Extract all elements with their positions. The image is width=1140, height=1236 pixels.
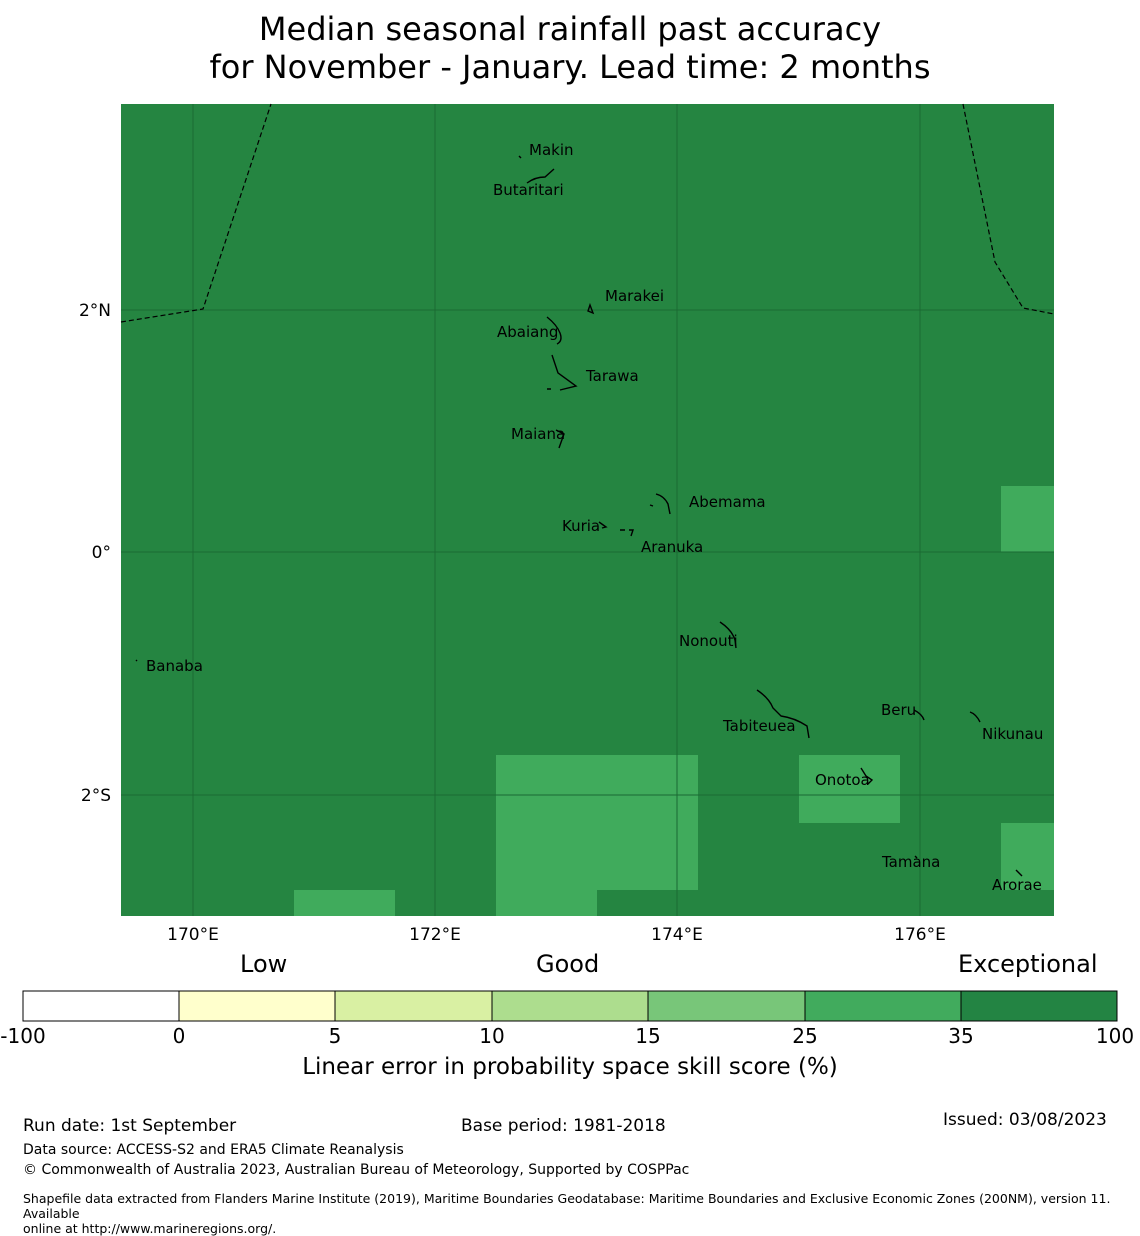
island-shape-tamana	[914, 855, 918, 859]
skill-cell	[294, 890, 395, 916]
colorbar-tick: 10	[479, 1024, 505, 1048]
island-label-tarawa: Tarawa	[585, 367, 639, 385]
colorbar-tick: 0	[172, 1024, 186, 1048]
island-shape-tarawa	[547, 354, 578, 391]
colorbar-segment	[491, 990, 649, 1022]
skill-cell	[496, 889, 597, 916]
island-shape-butaritari	[526, 168, 555, 184]
map-frame: Makin Butaritari Marakei Abaiang Tarawa …	[120, 103, 1055, 916]
island-shape-beru	[913, 709, 925, 721]
map-title: Median seasonal rainfall past accuracy f…	[0, 10, 1140, 86]
eez-boundaries	[120, 103, 1055, 323]
skill-cell	[496, 755, 698, 890]
island-label-tabiteuea: Tabiteuea	[722, 717, 796, 735]
colorbar-segment	[804, 990, 962, 1022]
island-label-tamana: Tamana	[881, 853, 940, 871]
island-label-banaba: Banaba	[146, 657, 203, 675]
shapefile-credit-line-2: online at http://www.marineregions.org/.	[23, 1221, 277, 1236]
skill-cell	[799, 755, 900, 823]
island-label-abaiang: Abaiang	[497, 323, 558, 341]
shapefile-credit-line-1: Shapefile data extracted from Flanders M…	[23, 1191, 1111, 1221]
base-period: Base period: 1981-2018	[461, 1116, 666, 1136]
category-low: Low	[240, 950, 288, 978]
lon-tick-176e: 176°E	[894, 925, 946, 945]
island-label-onotoa: Onotoa	[815, 771, 870, 789]
island-label-marakei: Marakei	[605, 287, 664, 305]
eez-boundary-east	[962, 103, 1055, 315]
lon-tick-labels: 170°E 172°E 174°E 176°E	[167, 925, 946, 945]
copyright: © Commonwealth of Australia 2023, Austra…	[23, 1162, 690, 1178]
island-outlines	[135, 155, 1023, 877]
colorbar-segment	[22, 990, 180, 1022]
island-shape-aranuka	[620, 529, 634, 537]
lat-tick-2n: 2°N	[79, 301, 111, 321]
title-line-1: Median seasonal rainfall past accuracy	[258, 10, 882, 48]
island-shape-abemama	[649, 493, 671, 515]
colorbar-segment	[960, 990, 1118, 1022]
category-exceptional: Exceptional	[958, 950, 1098, 978]
island-shape-abaiang	[546, 316, 562, 345]
colorbar-segment	[334, 990, 493, 1022]
island-shape-nonouti	[719, 621, 737, 649]
island-label-beru: Beru	[881, 701, 916, 719]
skill-cell	[1001, 823, 1054, 890]
island-label-makin: Makin	[529, 141, 574, 159]
issued-date: Issued: 03/08/2023	[943, 1110, 1107, 1130]
lat-tick-0: 0°	[92, 543, 111, 563]
colorbar-tick: 5	[328, 1024, 342, 1048]
island-label-abemama: Abemama	[689, 493, 766, 511]
data-source: Data source: ACCESS-S2 and ERA5 Climate …	[23, 1142, 404, 1158]
colorbar-tick: 25	[792, 1024, 818, 1048]
skill-cell	[1001, 486, 1054, 552]
colorbar-tick: 100	[1095, 1024, 1135, 1048]
category-good: Good	[536, 950, 600, 978]
island-shape-marakei	[587, 302, 595, 315]
lon-tick-174e: 174°E	[651, 925, 703, 945]
island-shape-kuria	[598, 521, 608, 529]
colorbar	[22, 990, 1118, 1022]
colorbar-segment	[647, 990, 806, 1022]
island-shape-banaba	[135, 659, 138, 662]
island-shape-onotoa	[860, 767, 874, 785]
lat-tick-2s: 2°S	[81, 786, 111, 806]
island-shape-makin	[518, 155, 522, 159]
run-date: Run date: 1st September	[23, 1116, 237, 1136]
island-label-butaritari: Butaritari	[493, 181, 564, 199]
island-label-kuria: Kuria	[562, 517, 600, 535]
island-label-nonouti: Nonouti	[679, 632, 738, 650]
colorbar-label: Linear error in probability space skill …	[302, 1054, 838, 1080]
lon-tick-172e: 172°E	[409, 925, 461, 945]
island-labels: Makin Butaritari Marakei Abaiang Tarawa …	[146, 141, 1043, 894]
colorbar-segment	[178, 990, 336, 1022]
gridlines	[121, 104, 1054, 916]
island-shape-nikunau	[969, 711, 981, 723]
island-label-nikunau: Nikunau	[982, 725, 1043, 743]
island-label-maiana: Maiana	[511, 425, 565, 443]
island-label-arorae: Arorae	[992, 876, 1042, 894]
island-shape-maiana	[555, 429, 565, 449]
island-shape-tabiteuea	[756, 689, 810, 739]
lat-tick-labels: 2°N 0° 2°S	[79, 301, 111, 806]
colorbar-tick: 15	[635, 1024, 661, 1048]
island-label-aranuka: Aranuka	[641, 538, 703, 556]
shapefile-credit: Shapefile data extracted from Flanders M…	[23, 1191, 1135, 1236]
lon-tick-170e: 170°E	[167, 925, 219, 945]
colorbar-tick: -100	[0, 1024, 46, 1048]
island-shape-arorae	[1015, 869, 1023, 877]
colorbar-tick: 35	[948, 1024, 974, 1048]
title-line-2: for November - January. Lead time: 2 mon…	[209, 48, 931, 86]
eez-boundary-west	[120, 103, 272, 323]
